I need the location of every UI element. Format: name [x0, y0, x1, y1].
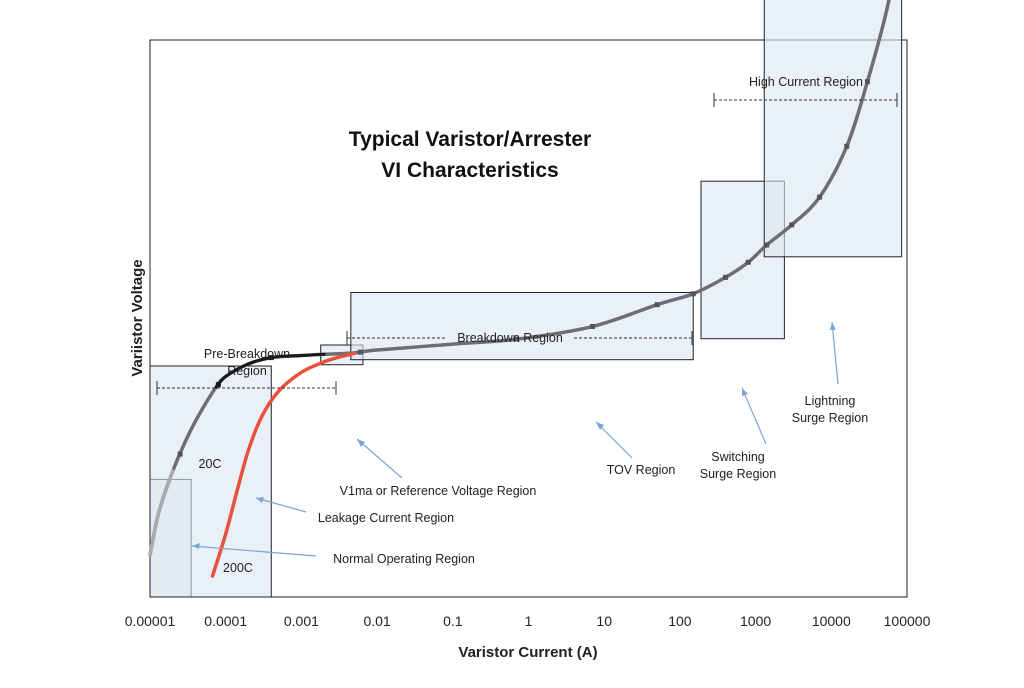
- pre-breakdown-label-2: Region: [227, 364, 267, 378]
- switching-region-label-2: Surge Region: [700, 467, 776, 481]
- series-lines: [148, 0, 891, 578]
- series-marker-20c: [817, 194, 823, 200]
- x-tick-label: 100: [668, 613, 692, 629]
- series-marker-20c: [864, 79, 870, 85]
- x-tick-label: 1: [525, 613, 533, 629]
- switching-region-label-1: Switching: [711, 450, 765, 464]
- leakage-arrowhead: [256, 497, 264, 503]
- breakdown-bracket: Breakdown Region: [346, 331, 693, 345]
- v1ma-arrowhead: [357, 439, 365, 447]
- series-marker-20c: [844, 143, 850, 149]
- lightning-region-label-2: Surge Region: [792, 411, 868, 425]
- series-label-200c: 200C: [223, 561, 253, 575]
- lightning-region-label-1: Lightning: [805, 394, 856, 408]
- plot-frame: [149, 39, 908, 598]
- tov-arrowhead: [596, 422, 604, 430]
- leakage-region-label: Leakage Current Region: [318, 511, 454, 525]
- pre-breakdown-bracket: Pre-Breakdown Region: [156, 347, 337, 395]
- switching-arrowhead: [742, 388, 748, 396]
- x-tick-label: 0.0001: [204, 613, 247, 629]
- series-line-20c: [148, 0, 891, 557]
- x-tick-label: 100000: [884, 613, 931, 629]
- x-tick-label: 0.001: [284, 613, 319, 629]
- annotation-pointers: [191, 321, 839, 557]
- v1ma-region-label: V1ma or Reference Voltage Region: [340, 484, 537, 498]
- tov-pointer: [595, 421, 633, 459]
- x-tick-label: 0.1: [443, 613, 463, 629]
- normal-operating-pointer: [191, 545, 317, 557]
- x-axis-title: Varistor Current (A): [458, 644, 597, 661]
- series-marker-20c: [177, 451, 183, 457]
- series-marker-20c: [357, 349, 363, 355]
- series-marker-20c: [764, 242, 770, 248]
- y-axis-title: Variistor Voltage: [129, 259, 146, 376]
- series-marker-20c: [745, 259, 751, 265]
- pre-breakdown-label-1: Pre-Breakdown: [204, 347, 290, 361]
- tov-region-label: TOV Region: [607, 463, 676, 477]
- switching-pointer: [741, 387, 767, 445]
- high-current-bracket: High Current Region: [713, 75, 898, 107]
- x-tick-label: 10000: [812, 613, 851, 629]
- lightning-pointer: [831, 321, 839, 385]
- series-line-200c: [210, 351, 357, 578]
- lightning-arrowhead: [830, 322, 836, 330]
- series-marker-20c: [690, 291, 696, 297]
- series-line-20c-low: [148, 469, 175, 557]
- high-current-label: High Current Region: [749, 75, 863, 89]
- x-tick-label: 0.01: [363, 613, 390, 629]
- v1ma-pointer: [356, 438, 403, 479]
- series-marker-20c: [589, 324, 595, 330]
- x-tick-label: 10: [596, 613, 612, 629]
- chart-title-line-1: Typical Varistor/Arrester: [349, 128, 591, 151]
- x-tick-label: 0.00001: [125, 613, 176, 629]
- series-marker-20c: [268, 355, 274, 361]
- x-tick-labels: 0.00001 0.0001 0.001 0.01 0.1 1 10 100 1000 10000…: [125, 613, 931, 629]
- series-marker-20c: [215, 382, 221, 388]
- series-label-20c: 20C: [199, 457, 222, 471]
- series-line-20c-knee: [214, 352, 326, 389]
- series-marker-20c: [789, 222, 795, 228]
- region-boxes: [149, 0, 903, 598]
- series-marker-20c: [514, 336, 520, 342]
- series-marker-20c: [654, 302, 660, 308]
- breakdown-label: Breakdown Region: [457, 331, 563, 345]
- chart-title-line-2: VI Characteristics: [381, 159, 558, 182]
- series-marker-20c: [722, 274, 728, 280]
- normal-operating-region-label: Normal Operating Region: [333, 552, 475, 566]
- normal-operating-arrowhead: [192, 543, 200, 549]
- x-tick-label: 1000: [740, 613, 771, 629]
- leakage-pointer: [255, 497, 307, 513]
